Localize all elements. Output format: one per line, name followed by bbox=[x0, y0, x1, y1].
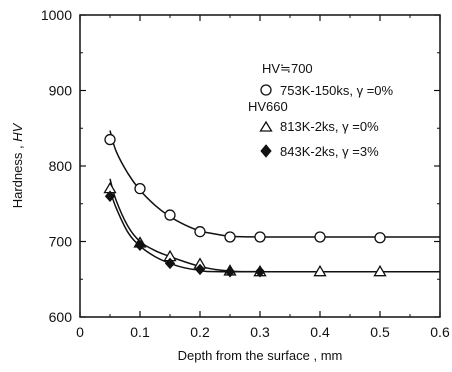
y-axis-ticks: 600 700 800 900 1000 bbox=[41, 7, 440, 325]
x-tick-label: 0 bbox=[76, 324, 84, 340]
series-curves bbox=[109, 130, 441, 273]
series-1-point bbox=[194, 226, 206, 238]
series-1-point bbox=[104, 133, 116, 146]
series-1-point bbox=[314, 231, 326, 243]
legend-marker-circle-open bbox=[260, 84, 272, 96]
x-tick-label: 0.2 bbox=[190, 324, 210, 340]
series-1-point bbox=[134, 182, 146, 195]
series-1-point bbox=[164, 209, 176, 221]
series-2-point bbox=[313, 264, 327, 277]
series-3-point bbox=[104, 190, 116, 202]
series-markers bbox=[103, 133, 387, 278]
y-tick-label: 600 bbox=[49, 309, 73, 325]
series-1-curve bbox=[109, 130, 440, 238]
series-3-point bbox=[224, 265, 236, 278]
legend-label-series-2: 813K-2ks, γ =0% bbox=[280, 119, 379, 134]
series-3-curve bbox=[109, 189, 441, 273]
legend-heading-hv660: HV660 bbox=[248, 99, 288, 114]
x-tick-label: 0.4 bbox=[310, 324, 330, 340]
series-2-curve bbox=[109, 178, 441, 273]
y-tick-label: 700 bbox=[49, 234, 73, 250]
series-3-point bbox=[164, 257, 176, 270]
series-1-point bbox=[374, 232, 386, 244]
y-tick-label: 800 bbox=[49, 158, 73, 174]
y-axis-title-italic: HV bbox=[10, 122, 25, 141]
legend-heading-hv700: HV≒700 bbox=[262, 61, 313, 76]
series-1-point bbox=[254, 231, 266, 243]
x-tick-label: 0.1 bbox=[130, 324, 150, 340]
x-axis-title: Depth from the surface , mm bbox=[178, 348, 343, 363]
y-axis-title: Hardness , HV bbox=[10, 122, 25, 208]
y-axis-title-main: Hardness , bbox=[10, 142, 25, 208]
legend-label-series-1: 753K-150ks, γ =0% bbox=[280, 83, 394, 98]
series-2-point bbox=[373, 264, 387, 277]
legend: HV≒700 753K-150ks, γ =0% HV660 813K-2ks,… bbox=[248, 61, 394, 159]
legend-marker-diamond-filled bbox=[260, 144, 272, 158]
x-tick-label: 0.3 bbox=[250, 324, 270, 340]
series-3-point bbox=[254, 265, 266, 278]
legend-marker-triangle-open bbox=[259, 120, 273, 132]
y-tick-label: 900 bbox=[49, 83, 73, 99]
series-3-point bbox=[134, 239, 146, 252]
legend-label-series-3: 843K-2ks, γ =3% bbox=[280, 144, 379, 159]
series-1-point bbox=[224, 231, 236, 243]
x-axis-ticks: 0 0.1 0.2 0.3 0.4 0.5 0.6 bbox=[76, 15, 450, 340]
x-tick-label: 0.6 bbox=[430, 324, 450, 340]
series-3-point bbox=[194, 263, 206, 276]
x-tick-label: 0.5 bbox=[370, 324, 390, 340]
y-tick-label: 1000 bbox=[41, 7, 72, 23]
